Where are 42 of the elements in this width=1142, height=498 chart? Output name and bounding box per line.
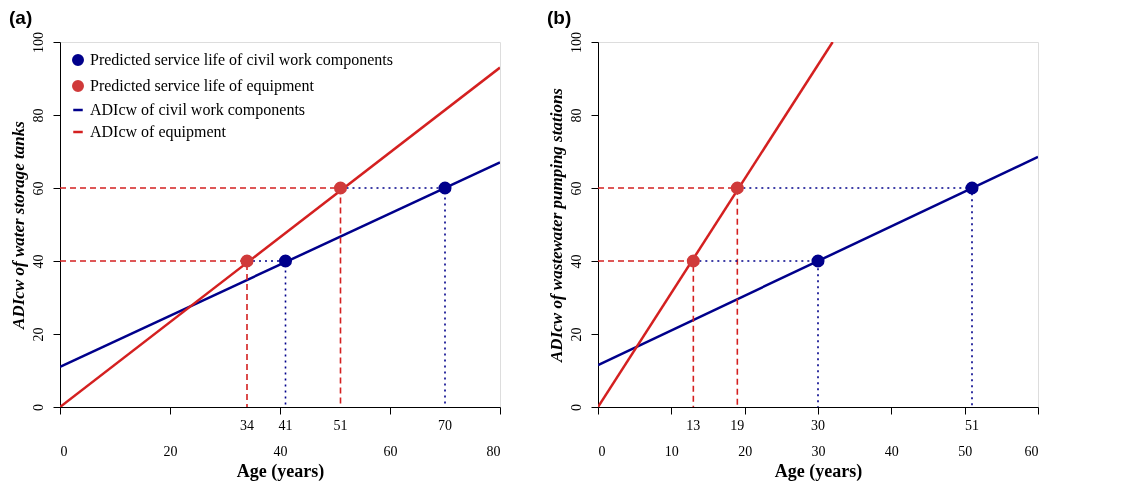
y-tick-label: 40 <box>30 254 46 269</box>
chart-title: (b) <box>547 6 572 28</box>
y-axis-title: ADIcw of wastewater pumping stations <box>546 87 566 363</box>
chart-title: (a) <box>9 6 33 28</box>
y-tick-label: 100 <box>568 32 584 53</box>
x-tick-label: 80 <box>486 443 501 459</box>
x-axis-title: Age (years) <box>774 460 863 482</box>
x-tick-label: 0 <box>598 443 606 459</box>
x-tick-label: 40 <box>273 443 288 459</box>
y-axis-title: ADIcw of water storage tanks <box>8 120 28 330</box>
annotation: 34 <box>240 418 254 433</box>
y-tick-label: 0 <box>30 404 46 411</box>
legend-label: ADIcw of equipment <box>90 123 227 141</box>
annotation: 41 <box>278 418 293 433</box>
x-tick-label: 60 <box>383 443 398 459</box>
x-tick-label: 20 <box>738 443 753 459</box>
y-tick-label: 100 <box>30 32 46 53</box>
x-tick-label: 60 <box>1024 443 1039 459</box>
x-tick-label: 10 <box>664 443 679 459</box>
annotation: 19 <box>730 418 745 433</box>
legend-label: ADIcw of civil work components <box>90 101 306 119</box>
x-tick-label: 20 <box>163 443 178 459</box>
x-tick-label: 50 <box>958 443 973 459</box>
annotation: 70 <box>438 418 452 433</box>
y-tick-label: 60 <box>568 181 584 196</box>
y-tick-label: 0 <box>568 404 584 411</box>
annotation: 30 <box>811 418 825 433</box>
x-tick-label: 40 <box>884 443 899 459</box>
y-tick-label: 20 <box>30 327 46 342</box>
legend-label: Predicted service life of civil work components <box>90 51 394 69</box>
y-tick-label: 80 <box>30 108 46 123</box>
annotation: 51 <box>333 418 348 433</box>
annotation: 13 <box>686 418 701 433</box>
x-tick-label: 30 <box>811 443 826 459</box>
y-tick-label: 40 <box>568 254 584 269</box>
y-tick-label: 20 <box>568 327 584 342</box>
legend-label: Predicted service life of equipment <box>90 77 315 95</box>
x-axis-title: Age (years) <box>236 460 325 482</box>
y-tick-label: 80 <box>568 108 584 123</box>
annotation: 51 <box>965 418 979 433</box>
y-tick-label: 60 <box>30 181 46 196</box>
x-tick-label: 0 <box>60 443 68 459</box>
